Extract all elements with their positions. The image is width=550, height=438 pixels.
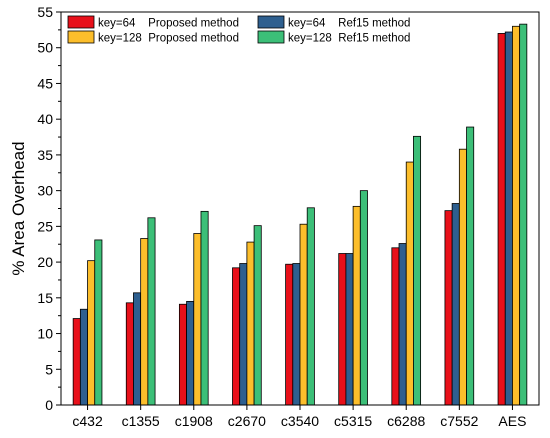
bar <box>512 25 521 406</box>
bar <box>94 239 103 406</box>
bar <box>186 300 195 406</box>
bar <box>253 225 262 406</box>
legend-swatch <box>257 30 285 44</box>
y-tick-label: 15 <box>37 290 53 306</box>
x-axis: c432 c1355 c1908 c2670 c3540 c5315 c6288 c7552 A… <box>72 405 526 429</box>
bar <box>444 210 453 406</box>
bar <box>72 318 81 406</box>
y-tick-label: 45 <box>37 75 53 91</box>
y-tick-label: 30 <box>37 183 53 199</box>
y-tick-label: 10 <box>37 326 53 342</box>
y-tick-label: 25 <box>37 218 53 234</box>
bar <box>232 267 241 406</box>
bar <box>413 135 422 406</box>
bar <box>345 253 354 406</box>
legend-label: key=128 Proposed method <box>98 33 239 45</box>
x-tick-label: c1908 <box>175 413 213 429</box>
legend: key=64 Proposed method key=64 Ref15 metho… <box>63 14 427 47</box>
bar <box>239 263 248 406</box>
bar <box>285 263 294 406</box>
bar <box>200 210 209 406</box>
legend-swatch <box>257 15 285 29</box>
bar <box>398 243 407 406</box>
x-tick-label: c432 <box>72 413 103 429</box>
y-tick-label: 55 <box>37 4 53 20</box>
bar <box>458 148 467 406</box>
bar <box>504 31 513 406</box>
bar <box>140 238 149 406</box>
y-tick-label: 50 <box>37 40 53 56</box>
legend-swatch <box>67 30 95 44</box>
legend-background <box>63 14 427 47</box>
bar <box>497 33 506 406</box>
bar <box>292 263 301 406</box>
y-tick-label: 35 <box>37 147 53 163</box>
bars-layer <box>72 23 528 406</box>
y-axis-title: % Area Overhead <box>9 141 28 275</box>
bar <box>306 207 315 406</box>
y-tick-label: 20 <box>37 254 53 270</box>
bar <box>79 308 88 406</box>
bar <box>87 260 96 406</box>
y-axis: 0 5 10 15 20 25 30 35 40 45 50 55 <box>37 4 61 413</box>
bar <box>193 233 202 406</box>
bar <box>405 161 414 406</box>
legend-label: key=64 Ref15 method <box>288 18 410 30</box>
y-tick-label: 5 <box>45 361 53 377</box>
bar <box>147 217 156 406</box>
bar <box>125 302 134 406</box>
y-tick-label: 0 <box>45 397 53 413</box>
bar <box>466 126 475 406</box>
bar <box>451 203 460 406</box>
legend-label: key=128 Ref15 method <box>288 33 410 45</box>
bar <box>338 253 347 406</box>
x-tick-label: c2670 <box>228 413 266 429</box>
bar <box>352 205 361 406</box>
bar <box>178 303 187 406</box>
legend-label: key=64 Proposed method <box>98 18 239 30</box>
x-tick-label: c6288 <box>387 413 425 429</box>
bar <box>246 241 255 406</box>
bar <box>133 292 142 406</box>
y-tick-label: 40 <box>37 111 53 127</box>
x-tick-label: c1355 <box>122 413 160 429</box>
bar <box>299 223 308 406</box>
x-tick-label: c3540 <box>281 413 319 429</box>
x-tick-label: c5315 <box>334 413 372 429</box>
bar <box>359 190 368 406</box>
x-tick-label: AES <box>498 413 526 429</box>
legend-swatch <box>67 15 95 29</box>
x-tick-label: c7552 <box>440 413 478 429</box>
bar <box>391 247 400 406</box>
bar <box>519 23 528 406</box>
